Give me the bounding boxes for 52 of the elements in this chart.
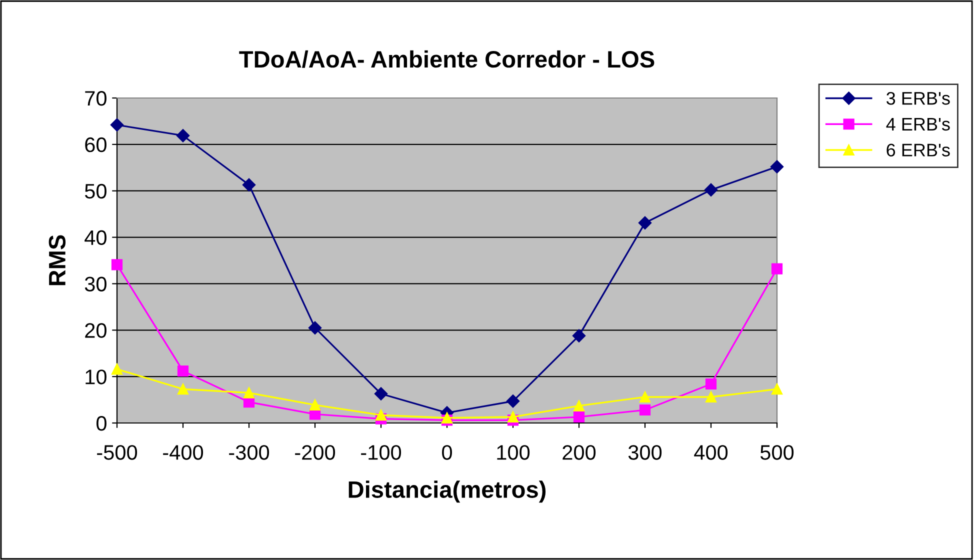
point: [506, 394, 520, 408]
x-tick-label: -200: [295, 445, 336, 460]
point: [572, 329, 586, 342]
point: [705, 378, 717, 390]
x-tick-label: -400: [163, 445, 204, 460]
y-tick-label: 50: [84, 184, 106, 199]
point: [770, 160, 784, 174]
point: [309, 399, 321, 410]
point: [771, 384, 783, 395]
point: [110, 118, 124, 132]
point: [308, 321, 322, 334]
point: [177, 365, 189, 377]
point: [177, 384, 189, 395]
y-axis-title: RMS: [48, 235, 66, 286]
point: [771, 263, 783, 274]
point: [176, 129, 190, 142]
y-tick-label: 60: [85, 137, 106, 152]
chart-title: TDoA/AoA- Ambiente Corredor - LOS: [239, 50, 654, 68]
point: [111, 259, 123, 270]
x-tick-label: -300: [229, 445, 270, 460]
x-tick-label: 400: [694, 445, 728, 460]
y-tick-label: 0: [96, 416, 106, 431]
point: [573, 400, 585, 412]
point: [638, 216, 652, 230]
x-tick-label: -500: [97, 445, 138, 460]
point: [507, 411, 519, 423]
y-tick-label: 10: [86, 370, 106, 384]
x-tick-label: 200: [562, 445, 596, 460]
legend-label: 3 ERB's: [886, 92, 950, 105]
point: [639, 404, 651, 416]
point: [243, 387, 255, 398]
point: [441, 412, 453, 424]
point: [111, 364, 123, 375]
x-tick-label: 0: [442, 445, 452, 460]
x-axis-title: Distancia(metros): [348, 480, 546, 503]
legend-label: 6 ERB's: [886, 144, 950, 156]
y-tick-label: 30: [84, 276, 106, 292]
y-tick-label: 20: [85, 323, 106, 338]
x-tick-label: 300: [628, 445, 662, 460]
point: [639, 391, 651, 403]
point: [242, 178, 256, 192]
x-tick-label: -100: [361, 445, 402, 460]
point: [573, 411, 585, 423]
y-tick-label: 40: [84, 230, 106, 246]
point: [375, 410, 387, 421]
point: [374, 387, 388, 400]
x-tick-label: 100: [497, 445, 530, 460]
y-tick-label: 70: [85, 91, 106, 106]
legend-label: 4 ERB's: [886, 118, 950, 131]
point: [704, 183, 718, 197]
x-tick-label: 500: [760, 445, 794, 460]
point: [705, 391, 717, 403]
